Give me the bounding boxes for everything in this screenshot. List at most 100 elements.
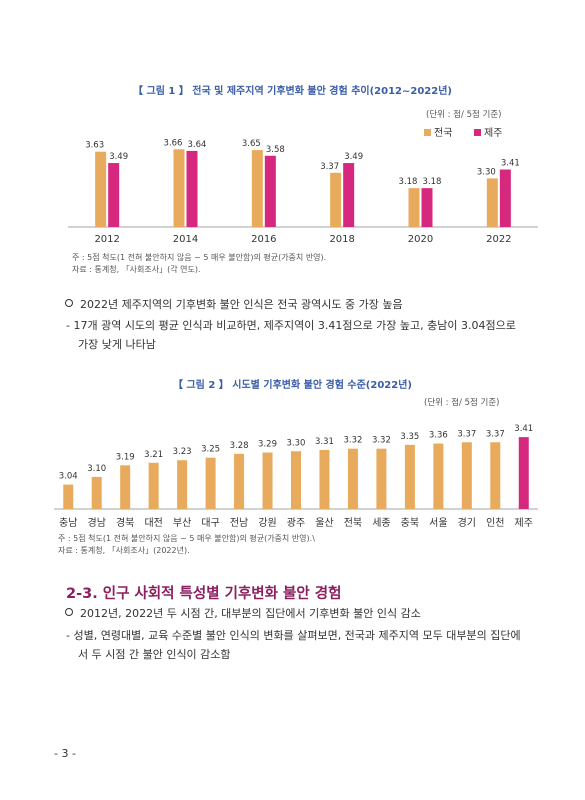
data-label: 3.18 — [423, 177, 442, 187]
data-label: 3.58 — [266, 145, 285, 155]
bar-경기 — [461, 442, 472, 509]
bar-부산 — [177, 460, 188, 509]
tick-label: 2012 — [94, 234, 119, 245]
tick-label: 경기 — [458, 516, 476, 529]
legend-swatch — [424, 129, 431, 136]
legend-entry: 전국 — [434, 127, 452, 139]
bar-울산 — [319, 449, 330, 509]
tick-label: 세종 — [372, 517, 390, 529]
bar-제주 — [518, 437, 529, 509]
data-label: 3.31 — [315, 437, 334, 447]
tick-label: 제주 — [515, 517, 533, 529]
data-label: 3.65 — [242, 139, 261, 149]
figure1-note: 주 : 5점 척도(1 전혀 불안하지 않음 ~ 5 매우 불안함)의 평균(가… — [72, 253, 327, 262]
data-label: 3.35 — [400, 432, 419, 442]
data-label: 3.36 — [429, 431, 448, 441]
bar-2014-전국 — [173, 149, 185, 227]
bar-2022-제주 — [499, 169, 511, 227]
data-label: 3.37 — [320, 162, 339, 172]
tick-label: 부산 — [173, 517, 191, 529]
data-label: 3.10 — [87, 464, 106, 474]
bar-경북 — [120, 465, 131, 509]
data-label: 3.41 — [501, 159, 520, 169]
data-label: 3.29 — [258, 440, 277, 450]
section-detail-line2: 서 두 시점 간 불안 인식이 감소함 — [78, 648, 231, 661]
data-label: 3.30 — [477, 167, 496, 177]
tick-label: 충남 — [59, 517, 77, 529]
tick-label: 대구 — [201, 517, 219, 529]
bar-2018-제주 — [343, 163, 355, 227]
tick-label: 울산 — [315, 517, 333, 529]
data-label: 3.25 — [201, 445, 220, 455]
page-number: - 3 - — [54, 747, 76, 760]
bar-대전 — [148, 462, 159, 509]
data-label: 3.64 — [188, 140, 207, 150]
data-label: 3.32 — [343, 436, 362, 446]
data-label: 3.04 — [59, 472, 78, 482]
data-label: 3.28 — [230, 441, 249, 451]
bar-2020-전국 — [408, 188, 420, 227]
bar-강원 — [262, 452, 273, 509]
tick-label: 강원 — [258, 517, 276, 529]
bar-2012-전국 — [95, 151, 107, 227]
bar-충북 — [404, 444, 415, 509]
data-label: 3.41 — [514, 424, 533, 434]
tick-label: 서울 — [429, 517, 447, 529]
section-bullet: 2012년, 2022년 두 시점 간, 대부분의 집단에서 기후변화 불안 인… — [65, 605, 421, 623]
tick-label: 전북 — [344, 517, 362, 529]
bar-2016-전국 — [251, 150, 263, 227]
data-label: 3.49 — [109, 152, 128, 162]
tick-label: 대전 — [144, 517, 162, 529]
figure2-unit: (단위 : 점/ 5점 기준) — [424, 398, 500, 408]
tick-label: 2018 — [329, 234, 354, 245]
data-label: 3.37 — [457, 429, 476, 439]
data-label: 3.21 — [144, 450, 163, 460]
finding-bullet-text: 2022년 제주지역의 기후변화 불안 인식은 전국 광역시도 중 가장 높음 — [80, 298, 403, 311]
tick-label: 전남 — [230, 517, 248, 529]
figure1-title: 【 그림 1 】 전국 및 제주지역 기후변화 불안 경험 추이(2012~20… — [133, 86, 452, 97]
figure2-title: 【 그림 2 】 시도별 기후변화 불안 경험 수준(2022년) — [173, 380, 412, 391]
data-label: 3.23 — [173, 447, 192, 457]
bar-2016-제주 — [264, 155, 276, 227]
tick-label: 경남 — [88, 516, 106, 529]
tick-label: 2020 — [408, 234, 433, 245]
bar-대구 — [205, 457, 216, 509]
finding-detail-line1: - 17개 광역 시도의 평균 인식과 비교하면, 제주지역이 3.41점으로 … — [66, 319, 516, 332]
bullet-icon — [65, 608, 73, 616]
bar-서울 — [433, 443, 444, 509]
data-label: 3.32 — [372, 436, 391, 446]
figure1-unit: (단위 : 점/ 5점 기준) — [426, 110, 502, 120]
tick-label: 광주 — [287, 517, 305, 529]
section-bullet-text: 2012년, 2022년 두 시점 간, 대부분의 집단에서 기후변화 불안 인… — [80, 607, 421, 620]
bar-광주 — [291, 451, 301, 509]
bar-2020-제주 — [421, 188, 433, 227]
data-label: 3.63 — [85, 141, 104, 151]
legend-entry: 제주 — [484, 127, 502, 139]
section-title: 2-3. 인구 사회적 특성별 기후변화 불안 경험 — [66, 586, 342, 602]
tick-label: 2022 — [486, 234, 511, 245]
tick-label: 2016 — [251, 234, 276, 245]
tick-label: 충북 — [401, 517, 419, 529]
bar-2014-제주 — [186, 150, 198, 227]
data-label: 3.37 — [486, 429, 505, 439]
finding-detail-line2: 가장 낮게 나타남 — [78, 338, 156, 351]
bullet-icon — [65, 299, 73, 307]
data-label: 3.19 — [116, 452, 135, 462]
figure2-note: 주 : 5점 척도(1 전혀 불안하지 않음 ~ 5 매우 불안함)의 평균(가… — [58, 534, 315, 543]
data-label: 3.66 — [164, 138, 183, 148]
data-label: 3.49 — [344, 152, 363, 162]
bar-인천 — [490, 442, 501, 509]
section-detail-line1: - 성별, 연령대별, 교육 수준별 불안 인식의 변화를 살펴보면, 전국과 … — [66, 629, 521, 642]
tick-label: 2014 — [173, 234, 198, 245]
bar-충남 — [63, 484, 74, 509]
finding-bullet: 2022년 제주지역의 기후변화 불안 인식은 전국 광역시도 중 가장 높음 — [65, 296, 403, 314]
bar-전남 — [234, 453, 245, 509]
bar-2018-전국 — [330, 172, 342, 227]
bar-2012-제주 — [108, 163, 120, 227]
bar-2022-전국 — [486, 178, 498, 227]
data-label: 3.30 — [287, 438, 306, 448]
bar-전북 — [347, 448, 358, 509]
legend-swatch — [474, 129, 481, 136]
